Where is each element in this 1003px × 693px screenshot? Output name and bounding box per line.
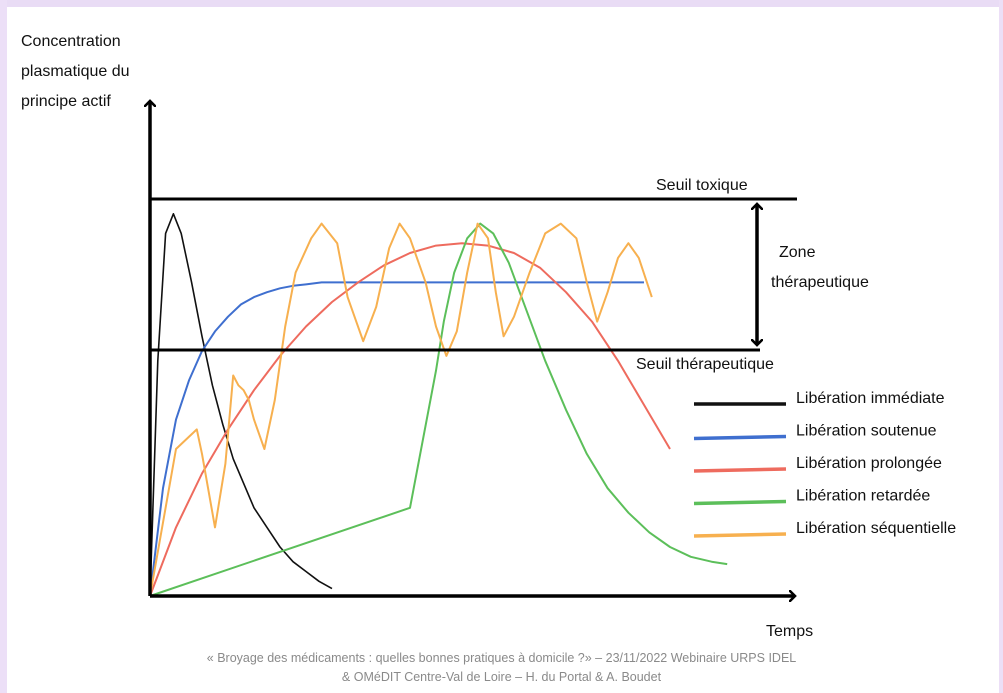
top-border [0,0,1003,7]
y-axis-label-line-3: principe actif [21,93,111,110]
x-axis-label: Temps [766,623,813,640]
right-border [999,0,1003,693]
legend-label-immediate: Libération immédiate [796,390,945,407]
series-line-immediate [149,213,333,597]
series-line-delayed [149,222,728,597]
legend-label-sequential: Libération séquentielle [796,520,956,537]
series-line-prolonged [149,242,671,597]
y-axis-label-line-2: plasmatique du [21,63,130,80]
footer-line-2: & OMéDIT Centre-Val de Loire – H. du Por… [341,670,662,684]
legend-swatch-prolonged [693,467,787,473]
series-line-sequential [149,222,653,597]
legend: Libération immédiate Libération soutenue L… [693,390,956,538]
zone-label-line-2: thérapeutique [771,274,869,291]
toxic-threshold-label: Seuil toxique [656,177,748,194]
y-axis-label-line-1: Concentration [21,33,121,50]
legend-label-sustained: Libération soutenue [796,423,937,440]
series-layer [149,213,728,597]
legend-swatch-sequential [693,532,787,538]
legend-label-prolonged: Libération prolongée [796,455,942,472]
footer-line-1: « Broyage des médicaments : quelles bonn… [206,651,797,665]
legend-swatch-delayed [693,499,787,506]
zone-label-line-1: Zone [779,244,816,261]
series-line-sustained [149,281,644,597]
therapeutic-threshold-label: Seuil thérapeutique [636,356,774,373]
left-border [0,0,7,693]
legend-label-delayed: Libération retardée [796,488,930,505]
legend-swatch-sustained [693,434,787,441]
